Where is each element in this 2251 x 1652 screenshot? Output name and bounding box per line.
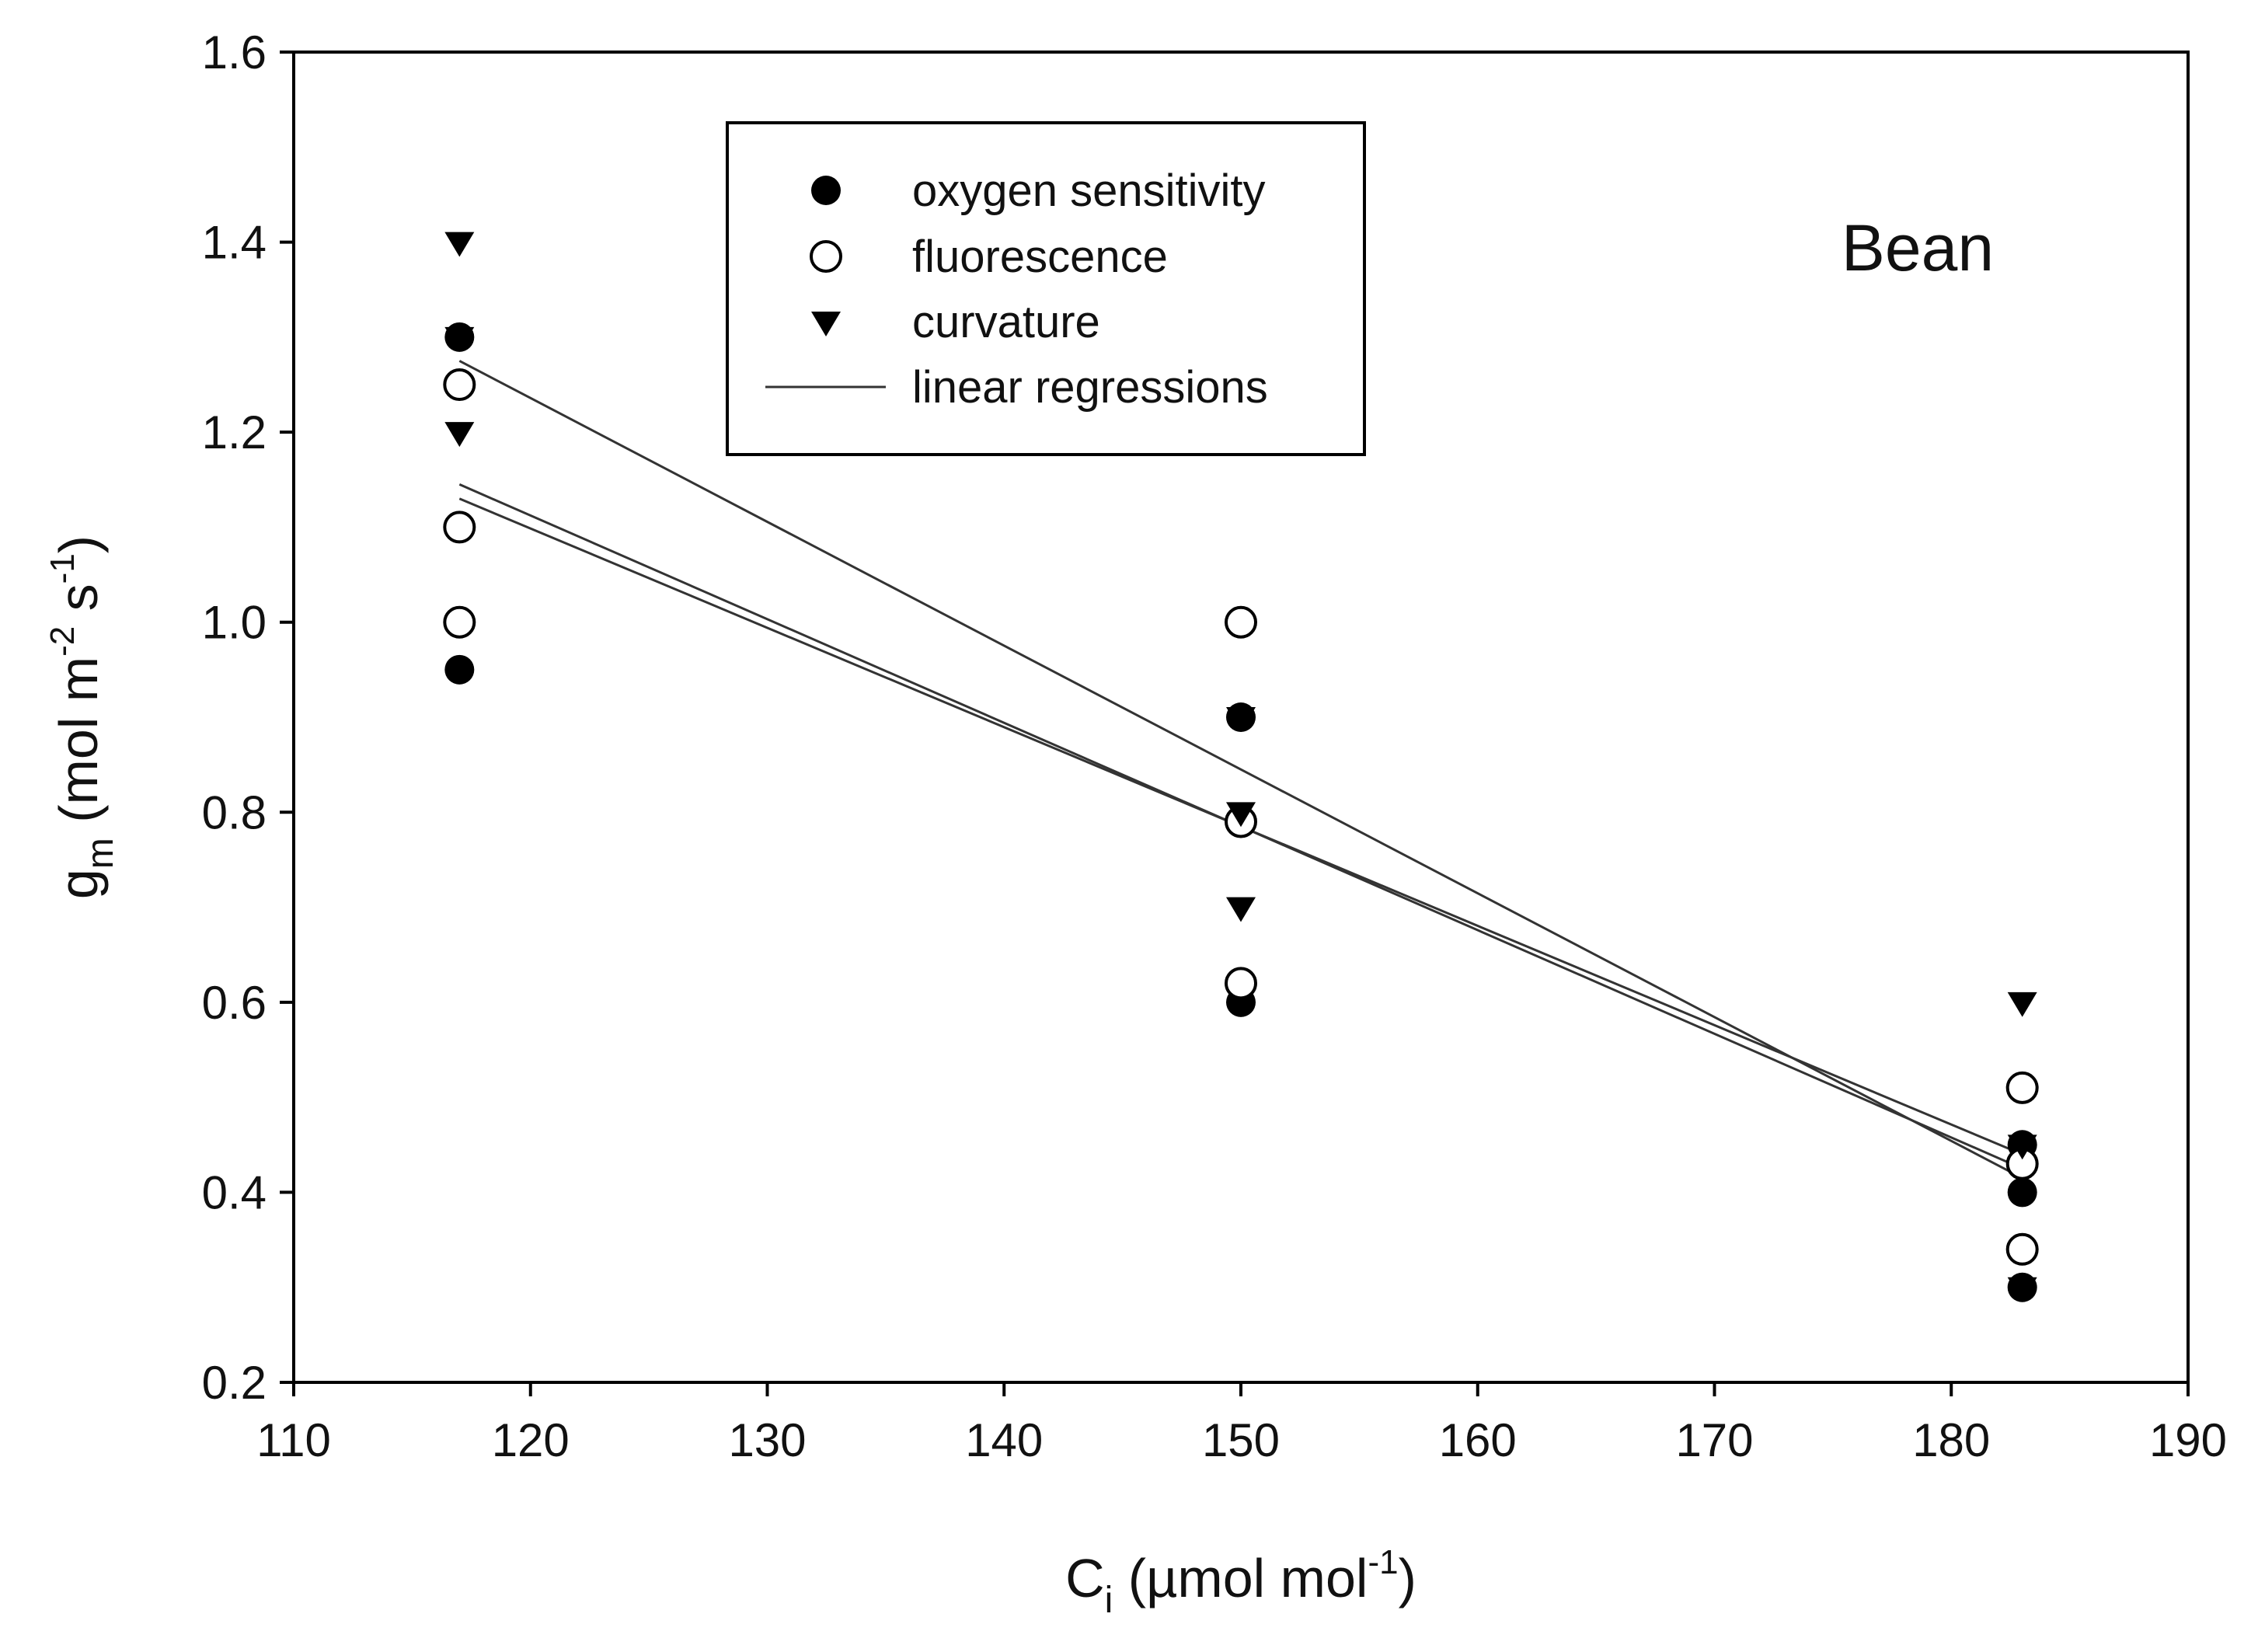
legend-marker-curvature [811,312,841,336]
point-oxygen-sensitivity-183-0-4 [2007,1177,2037,1208]
point-fluorescence-183-0-51 [2005,1071,2039,1104]
legend-label-oxygen-sensitivity: oxygen sensitivity [912,166,1266,216]
legend: oxygen sensitivity fluorescence curvatur… [726,121,1366,456]
chart-annotation: Bean [1842,211,1994,284]
point-fluorescence-150-0-62 [1225,967,1257,1000]
x-axis-title: Ci (µmol mol-1) [1065,1543,1416,1621]
x-axis-ticks: 110 120 130 140 150 160 170 180 190 [256,1382,2227,1466]
y-tick-label-1-2: 1.2 [202,406,267,458]
point-fluorescence-117-1 [443,605,476,639]
x-tick-label-150: 150 [1202,1414,1280,1466]
legend-markers [765,176,886,389]
legend-label-linear-regressions: linear regressions [912,362,1268,413]
x-tick-label-120: 120 [492,1414,570,1466]
y-tick-label-0-2: 0.2 [202,1357,267,1409]
point-curvature-183-0-6 [2007,992,2037,1017]
point-curvature-117-1-2 [444,422,475,448]
y-tick-label-0-4: 0.4 [202,1166,267,1218]
point-curvature-150-0-9 [1226,707,1256,732]
regression-line-curvature [458,360,2023,1180]
legend-label-fluorescence: fluorescence [912,232,1168,282]
x-tick-label-170: 170 [1675,1414,1753,1466]
y-axis-title: gm (mol m-2 s-1) [44,535,121,899]
point-curvature-150-0-8 [1226,802,1256,828]
point-curvature-183-0-45 [2007,1134,2037,1160]
legend-label-curvature: curvature [912,297,1100,347]
data-points [443,232,2039,1302]
point-curvature-150-0-7 [1226,897,1256,922]
y-tick-label-0-6: 0.6 [202,977,267,1029]
x-tick-label-140: 140 [965,1414,1043,1466]
x-tick-label-180: 180 [1912,1414,1990,1466]
point-oxygen-sensitivity-117-0-95 [444,654,475,685]
point-fluorescence-117-1-1 [443,511,476,544]
x-tick-label-110: 110 [256,1414,331,1466]
y-tick-label-1-0: 1.0 [202,597,267,649]
x-tick-label-130: 130 [728,1414,806,1466]
point-fluorescence-183-0-34 [2005,1232,2039,1266]
point-fluorescence-117-1-25 [443,368,476,401]
x-tick-label-190: 190 [2149,1414,2227,1466]
point-curvature-117-1-4 [444,232,475,257]
y-tick-label-1-6: 1.6 [202,26,267,78]
legend-marker-fluorescence [810,240,842,273]
point-curvature-117-1-3 [444,326,475,352]
y-tick-label-1-4: 1.4 [202,217,267,269]
legend-marker-oxygen-sensitivity [811,176,841,205]
point-fluorescence-150-1 [1225,605,1257,639]
point-curvature-183-0-3 [2007,1277,2037,1302]
x-tick-label-160: 160 [1439,1414,1517,1466]
regression-lines [458,360,2023,1180]
y-axis-ticks: 0.2 0.4 0.6 0.8 1.0 1.2 1.4 1.6 [202,26,294,1409]
y-tick-label-0-8: 0.8 [202,786,267,838]
